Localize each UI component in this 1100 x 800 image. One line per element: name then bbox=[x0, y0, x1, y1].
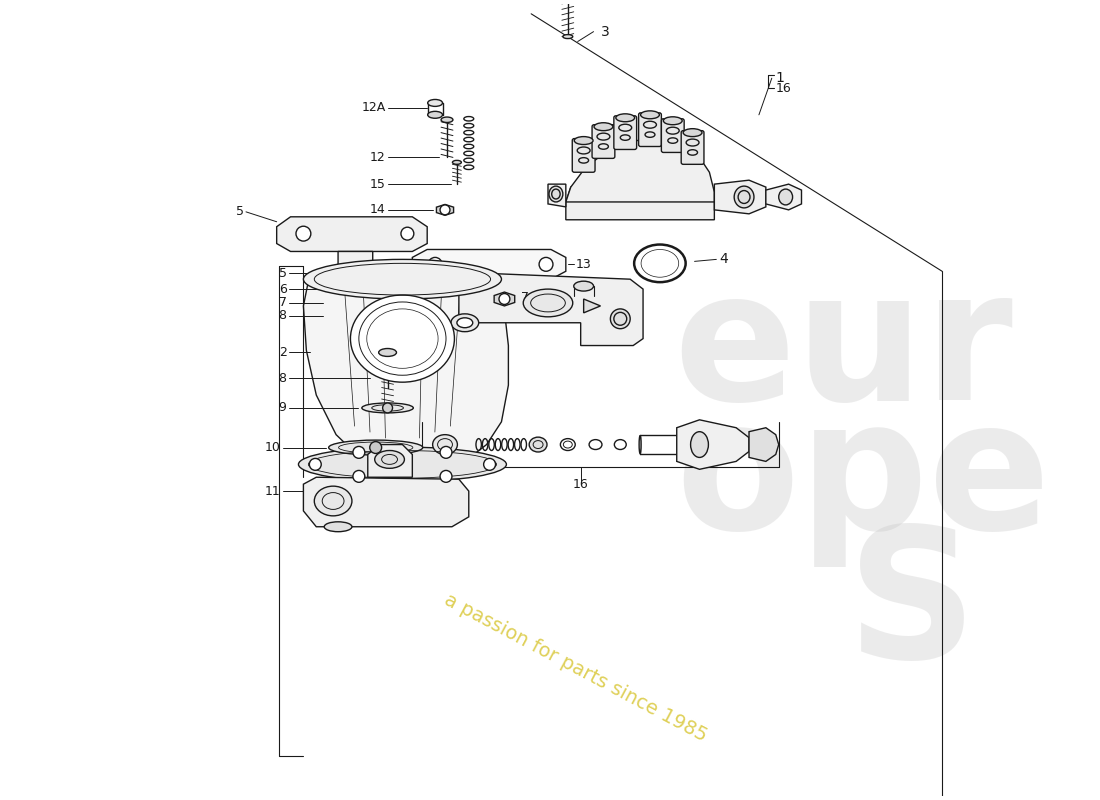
Ellipse shape bbox=[549, 186, 563, 202]
Ellipse shape bbox=[304, 259, 502, 299]
FancyBboxPatch shape bbox=[681, 130, 704, 164]
Text: 4: 4 bbox=[719, 252, 728, 266]
Circle shape bbox=[400, 227, 414, 240]
Ellipse shape bbox=[574, 137, 593, 145]
Polygon shape bbox=[559, 0, 576, 1]
Polygon shape bbox=[584, 299, 601, 313]
Polygon shape bbox=[494, 292, 515, 306]
Ellipse shape bbox=[640, 111, 659, 118]
Text: 2: 2 bbox=[278, 346, 287, 359]
Polygon shape bbox=[367, 445, 412, 478]
FancyBboxPatch shape bbox=[614, 116, 637, 150]
Circle shape bbox=[484, 458, 495, 470]
Text: 7: 7 bbox=[521, 290, 529, 303]
Ellipse shape bbox=[563, 34, 573, 38]
Polygon shape bbox=[548, 184, 565, 207]
Circle shape bbox=[383, 403, 393, 413]
Text: 7: 7 bbox=[278, 297, 287, 310]
Ellipse shape bbox=[456, 318, 473, 328]
Ellipse shape bbox=[779, 189, 793, 205]
Text: S: S bbox=[847, 520, 978, 696]
Text: eur: eur bbox=[673, 262, 1013, 438]
Polygon shape bbox=[565, 138, 714, 202]
Text: 14: 14 bbox=[370, 203, 386, 216]
Ellipse shape bbox=[362, 403, 414, 413]
Polygon shape bbox=[766, 184, 802, 210]
Ellipse shape bbox=[428, 111, 442, 118]
Ellipse shape bbox=[663, 117, 682, 125]
Polygon shape bbox=[459, 266, 644, 346]
Text: 10: 10 bbox=[265, 441, 280, 454]
Text: 8: 8 bbox=[278, 310, 287, 322]
Ellipse shape bbox=[315, 486, 352, 516]
Text: 13: 13 bbox=[575, 258, 592, 271]
Ellipse shape bbox=[428, 99, 442, 106]
Ellipse shape bbox=[329, 440, 422, 455]
Ellipse shape bbox=[524, 289, 573, 317]
Ellipse shape bbox=[378, 349, 396, 357]
Ellipse shape bbox=[375, 450, 405, 468]
Polygon shape bbox=[304, 478, 469, 526]
FancyBboxPatch shape bbox=[592, 125, 615, 158]
Polygon shape bbox=[412, 250, 565, 279]
Text: 5: 5 bbox=[278, 266, 287, 280]
Circle shape bbox=[428, 258, 442, 271]
Text: 12: 12 bbox=[370, 151, 386, 164]
FancyBboxPatch shape bbox=[639, 113, 661, 146]
Circle shape bbox=[499, 294, 510, 305]
Text: ope: ope bbox=[675, 391, 1050, 567]
Polygon shape bbox=[304, 266, 508, 471]
Ellipse shape bbox=[691, 432, 708, 458]
Ellipse shape bbox=[432, 434, 458, 454]
Ellipse shape bbox=[734, 186, 754, 208]
Polygon shape bbox=[749, 428, 779, 462]
Circle shape bbox=[296, 226, 311, 241]
Circle shape bbox=[539, 258, 553, 271]
Text: 16: 16 bbox=[776, 82, 792, 94]
Circle shape bbox=[353, 446, 365, 458]
Text: 8: 8 bbox=[278, 372, 287, 385]
Ellipse shape bbox=[616, 114, 635, 122]
Ellipse shape bbox=[529, 437, 547, 452]
Text: 3: 3 bbox=[601, 25, 609, 38]
Polygon shape bbox=[338, 251, 373, 279]
Circle shape bbox=[610, 309, 630, 329]
Circle shape bbox=[370, 442, 382, 454]
FancyBboxPatch shape bbox=[661, 118, 684, 153]
Circle shape bbox=[309, 458, 321, 470]
Text: 6: 6 bbox=[427, 314, 436, 327]
Polygon shape bbox=[714, 180, 766, 214]
Ellipse shape bbox=[639, 436, 641, 454]
FancyBboxPatch shape bbox=[572, 138, 595, 172]
Polygon shape bbox=[437, 205, 453, 215]
Text: 5: 5 bbox=[236, 206, 244, 218]
Ellipse shape bbox=[594, 122, 613, 130]
Text: 6: 6 bbox=[278, 282, 287, 295]
Ellipse shape bbox=[683, 129, 702, 137]
Circle shape bbox=[440, 205, 450, 215]
Ellipse shape bbox=[298, 447, 506, 482]
Text: 15: 15 bbox=[370, 178, 386, 190]
Polygon shape bbox=[277, 217, 427, 251]
Text: 12A: 12A bbox=[362, 102, 386, 114]
Ellipse shape bbox=[441, 117, 453, 122]
Text: a passion for parts since 1985: a passion for parts since 1985 bbox=[441, 590, 711, 745]
Circle shape bbox=[440, 470, 452, 482]
Polygon shape bbox=[565, 177, 714, 220]
Circle shape bbox=[440, 446, 452, 458]
Polygon shape bbox=[676, 420, 749, 470]
Ellipse shape bbox=[351, 295, 454, 382]
Ellipse shape bbox=[452, 160, 461, 164]
Ellipse shape bbox=[574, 281, 594, 291]
Ellipse shape bbox=[324, 522, 352, 532]
Text: 16: 16 bbox=[573, 478, 588, 490]
Circle shape bbox=[353, 470, 365, 482]
Text: 11: 11 bbox=[265, 485, 280, 498]
Text: 9: 9 bbox=[278, 402, 287, 414]
Ellipse shape bbox=[451, 314, 478, 332]
Text: 1: 1 bbox=[776, 71, 784, 85]
